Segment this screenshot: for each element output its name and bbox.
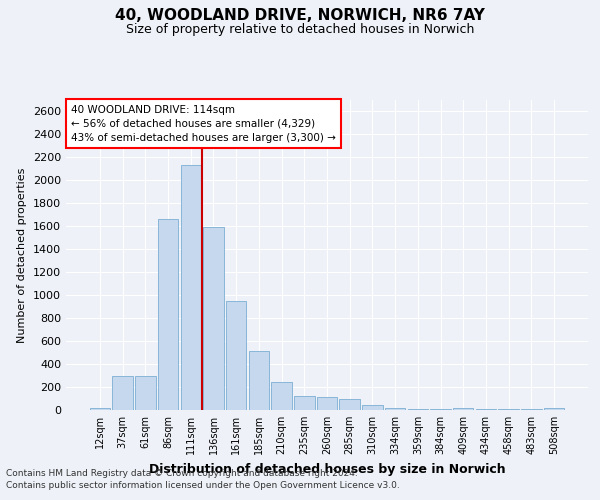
Bar [340, 399, 360, 410]
Y-axis label: Number of detached properties: Number of detached properties [17, 168, 28, 342]
Bar [294, 396, 314, 410]
Bar [135, 376, 155, 410]
Bar [112, 376, 133, 410]
Text: Size of property relative to detached houses in Norwich: Size of property relative to detached ho… [126, 22, 474, 36]
Bar [90, 408, 110, 410]
Text: 40, WOODLAND DRIVE, NORWICH, NR6 7AY: 40, WOODLAND DRIVE, NORWICH, NR6 7AY [115, 8, 485, 22]
Bar [362, 406, 383, 410]
Bar [317, 398, 337, 410]
Bar [271, 382, 292, 410]
Bar [544, 408, 564, 410]
Text: 40 WOODLAND DRIVE: 114sqm
← 56% of detached houses are smaller (4,329)
43% of se: 40 WOODLAND DRIVE: 114sqm ← 56% of detac… [71, 104, 336, 142]
Text: Contains HM Land Registry data © Crown copyright and database right 2024.: Contains HM Land Registry data © Crown c… [6, 468, 358, 477]
Bar [248, 352, 269, 410]
Bar [181, 166, 201, 410]
Bar [203, 228, 224, 410]
X-axis label: Distribution of detached houses by size in Norwich: Distribution of detached houses by size … [149, 462, 505, 475]
Bar [453, 408, 473, 410]
Text: Contains public sector information licensed under the Open Government Licence v3: Contains public sector information licen… [6, 481, 400, 490]
Bar [158, 220, 178, 410]
Bar [226, 301, 247, 410]
Bar [385, 408, 406, 410]
